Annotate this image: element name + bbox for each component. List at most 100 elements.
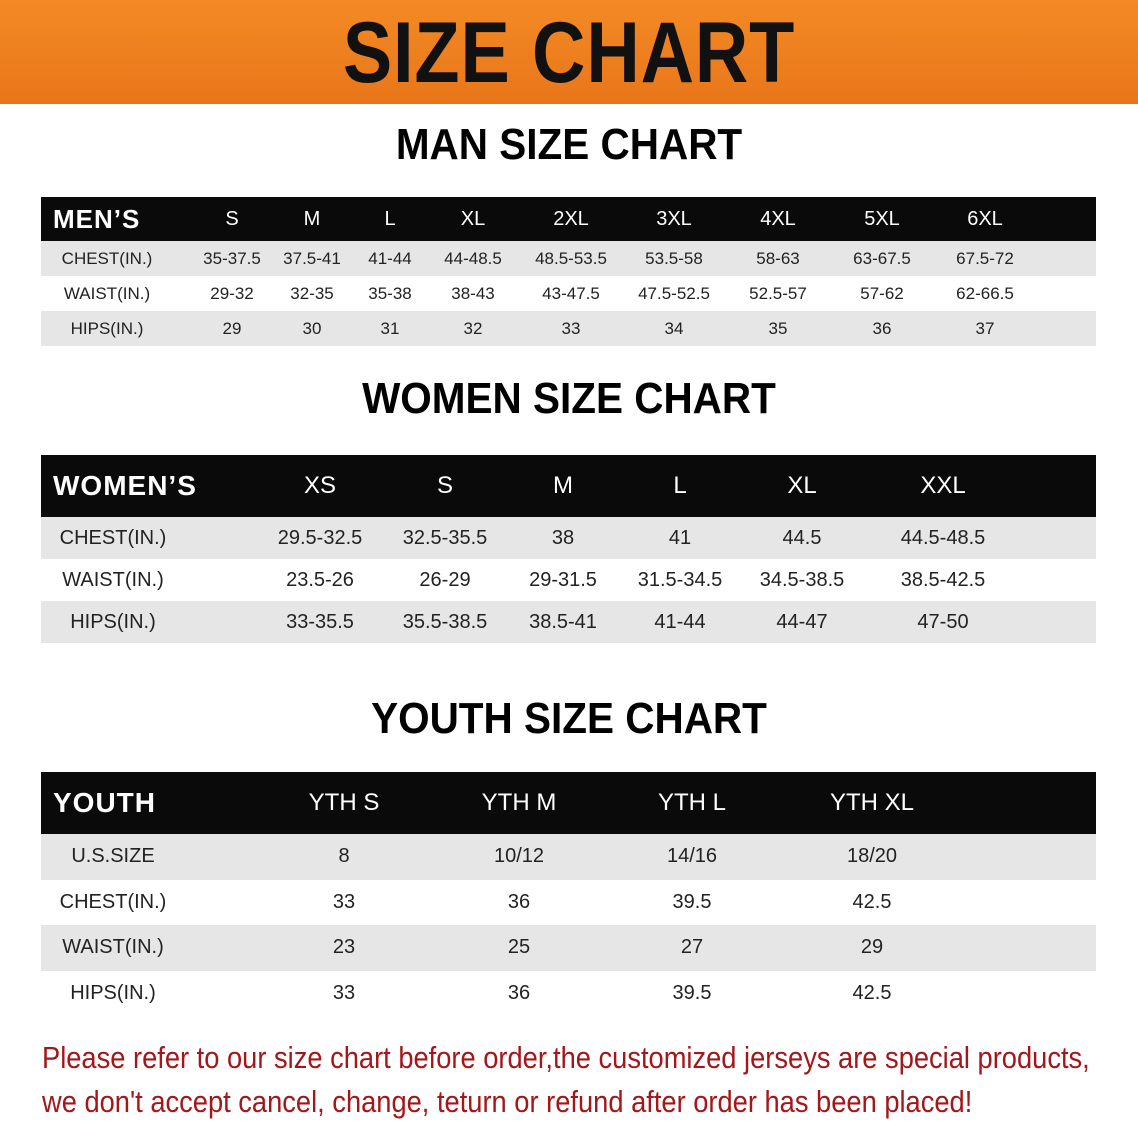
- size-header-cell: YTH M: [481, 789, 557, 816]
- table-cell: 41-44: [368, 248, 412, 268]
- size-header-cell: XL: [460, 207, 486, 230]
- table-cell: 42.5: [852, 981, 892, 1004]
- table-row: WAIST(IN.) 23.5-26 26-29 29-31.5 31.5-34.5 34…: [41, 559, 1096, 601]
- table-cell: 10/12: [493, 845, 545, 868]
- measurement-label: WAIST(IN.): [63, 283, 151, 303]
- table-cell: 8: [338, 845, 350, 868]
- table-cell: 34.5-38.5: [759, 568, 845, 591]
- table-cell: 48.5-53.5: [535, 248, 607, 268]
- table-cell: 31.5-34.5: [637, 568, 723, 591]
- women-section-title: WOMEN SIZE CHART: [362, 374, 776, 423]
- size-header-cell: 2XL: [553, 207, 589, 230]
- table-cell: 36: [872, 318, 892, 338]
- table-cell: 35-37.5: [203, 248, 261, 268]
- table-cell: 38.5-41: [529, 610, 597, 633]
- size-header-cell: 4XL: [760, 207, 796, 230]
- size-header-cell: 5XL: [864, 207, 900, 230]
- table-cell: 57-62: [860, 283, 904, 303]
- size-header-cell: S: [225, 207, 239, 230]
- size-header-cell: YTH L: [657, 789, 727, 816]
- size-header-cell: L: [384, 207, 396, 230]
- size-header-cell: M: [553, 472, 573, 499]
- table-row: HIPS(IN.) 33 36 39.5 42.5: [41, 970, 1096, 1016]
- table-cell: 32.5-35.5: [402, 526, 488, 549]
- size-header-cell: XL: [787, 472, 817, 499]
- table-cell: 35.5-38.5: [402, 610, 488, 633]
- men-section-title: MAN SIZE CHART: [395, 120, 743, 169]
- table-cell: 41-44: [654, 610, 706, 633]
- table-cell: 29-32: [210, 283, 254, 303]
- table-cell: 44.5: [782, 526, 822, 549]
- table-cell: 47-50: [917, 610, 969, 633]
- size-header-cell: 6XL: [967, 207, 1003, 230]
- table-cell: 38.5-42.5: [900, 568, 986, 591]
- table-header-label: WOMEN’S: [53, 470, 197, 501]
- note-line-2: we don't accept cancel, change, teturn o…: [42, 1084, 973, 1119]
- table-row: CHEST(IN.) 29.5-32.5 32.5-35.5 38 41 44.5 44.5…: [41, 517, 1096, 559]
- table-cell: 18/20: [846, 845, 898, 868]
- table-cell: 36: [507, 890, 531, 913]
- measurement-label: WAIST(IN.): [62, 568, 164, 591]
- table-cell: 29: [860, 936, 884, 959]
- banner: SIZE CHART: [0, 0, 1138, 104]
- size-header-cell: L: [673, 472, 687, 499]
- table-cell: 23: [332, 936, 356, 959]
- table-header-row: YOUTH YTH S YTH M YTH L YTH XL: [41, 772, 1096, 834]
- table-header-row: MEN’S S M L XL 2XL 3XL 4XL 5XL 6XL: [41, 197, 1096, 241]
- note-line-1: Please refer to our size chart before or…: [42, 1040, 1090, 1075]
- table-row: HIPS(IN.) 33-35.5 35.5-38.5 38.5-41 41-44 44-…: [41, 601, 1096, 643]
- table-cell: 41: [668, 526, 692, 549]
- table-cell: 37: [975, 318, 995, 338]
- table-row: U.S.SIZE 8 10/12 14/16 18/20: [41, 834, 1096, 880]
- table-cell: 38: [551, 526, 575, 549]
- table-header-label: MEN’S: [53, 203, 141, 234]
- table-cell: 44.5-48.5: [900, 526, 986, 549]
- table-cell: 42.5: [852, 890, 892, 913]
- table-row: CHEST(IN.) 33 36 39.5 42.5: [41, 879, 1096, 925]
- table-cell: 47.5-52.5: [638, 283, 710, 303]
- table-cell: 32-35: [290, 283, 334, 303]
- table-cell: 33: [561, 318, 581, 338]
- table-cell: 30: [302, 318, 322, 338]
- table-cell: 25: [507, 936, 531, 959]
- size-header-cell: XXL: [920, 472, 966, 499]
- table-cell: 52.5-57: [749, 283, 807, 303]
- table-cell: 58-63: [756, 248, 800, 268]
- table-row: WAIST(IN.) 29-32 32-35 35-38 38-43 43-47.5 47.…: [41, 276, 1096, 311]
- table-cell: 31: [380, 318, 400, 338]
- table-cell: 27: [680, 936, 704, 959]
- measurement-label: HIPS(IN.): [70, 981, 156, 1004]
- table-cell: 44-48.5: [444, 248, 502, 268]
- table-cell: 29: [222, 318, 242, 338]
- table-row: HIPS(IN.) 29 30 31 32 33 34 35 36 37: [41, 311, 1096, 346]
- table-cell: 32: [463, 318, 483, 338]
- table-cell: 23.5-26: [286, 568, 354, 591]
- table-cell: 38-43: [451, 283, 495, 303]
- banner-title: SIZE CHART: [342, 5, 796, 101]
- measurement-label: HIPS(IN.): [70, 318, 144, 338]
- size-header-cell: 3XL: [656, 207, 692, 230]
- table-header-row: WOMEN’S XS S M L XL XXL: [41, 455, 1096, 517]
- size-header-cell: S: [436, 472, 454, 499]
- table-cell: 35: [768, 318, 788, 338]
- table-cell: 33-35.5: [286, 610, 354, 633]
- table-cell: 29-31.5: [529, 568, 597, 591]
- measurement-label: HIPS(IN.): [70, 610, 156, 633]
- table-header-label: YOUTH: [53, 787, 156, 818]
- table-cell: 53.5-58: [645, 248, 703, 268]
- table-cell: 62-66.5: [956, 283, 1014, 303]
- youth-section-title: YOUTH SIZE CHART: [371, 694, 767, 743]
- size-header-cell: YTH S: [308, 789, 380, 816]
- table-cell: 67.5-72: [956, 248, 1014, 268]
- measurement-label: CHEST(IN.): [59, 526, 167, 549]
- table-cell: 36: [507, 981, 531, 1004]
- table-cell: 26-29: [419, 568, 471, 591]
- table-cell: 39.5: [672, 981, 712, 1004]
- measurement-label: CHEST(IN.): [61, 248, 153, 268]
- table-cell: 43-47.5: [542, 283, 600, 303]
- table-row: CHEST(IN.) 35-37.5 37.5-41 41-44 44-48.5 48.5…: [41, 241, 1096, 276]
- size-header-cell: XS: [303, 472, 337, 499]
- table-cell: 14/16: [666, 845, 718, 868]
- table-cell: 63-67.5: [853, 248, 911, 268]
- measurement-label: CHEST(IN.): [59, 890, 167, 913]
